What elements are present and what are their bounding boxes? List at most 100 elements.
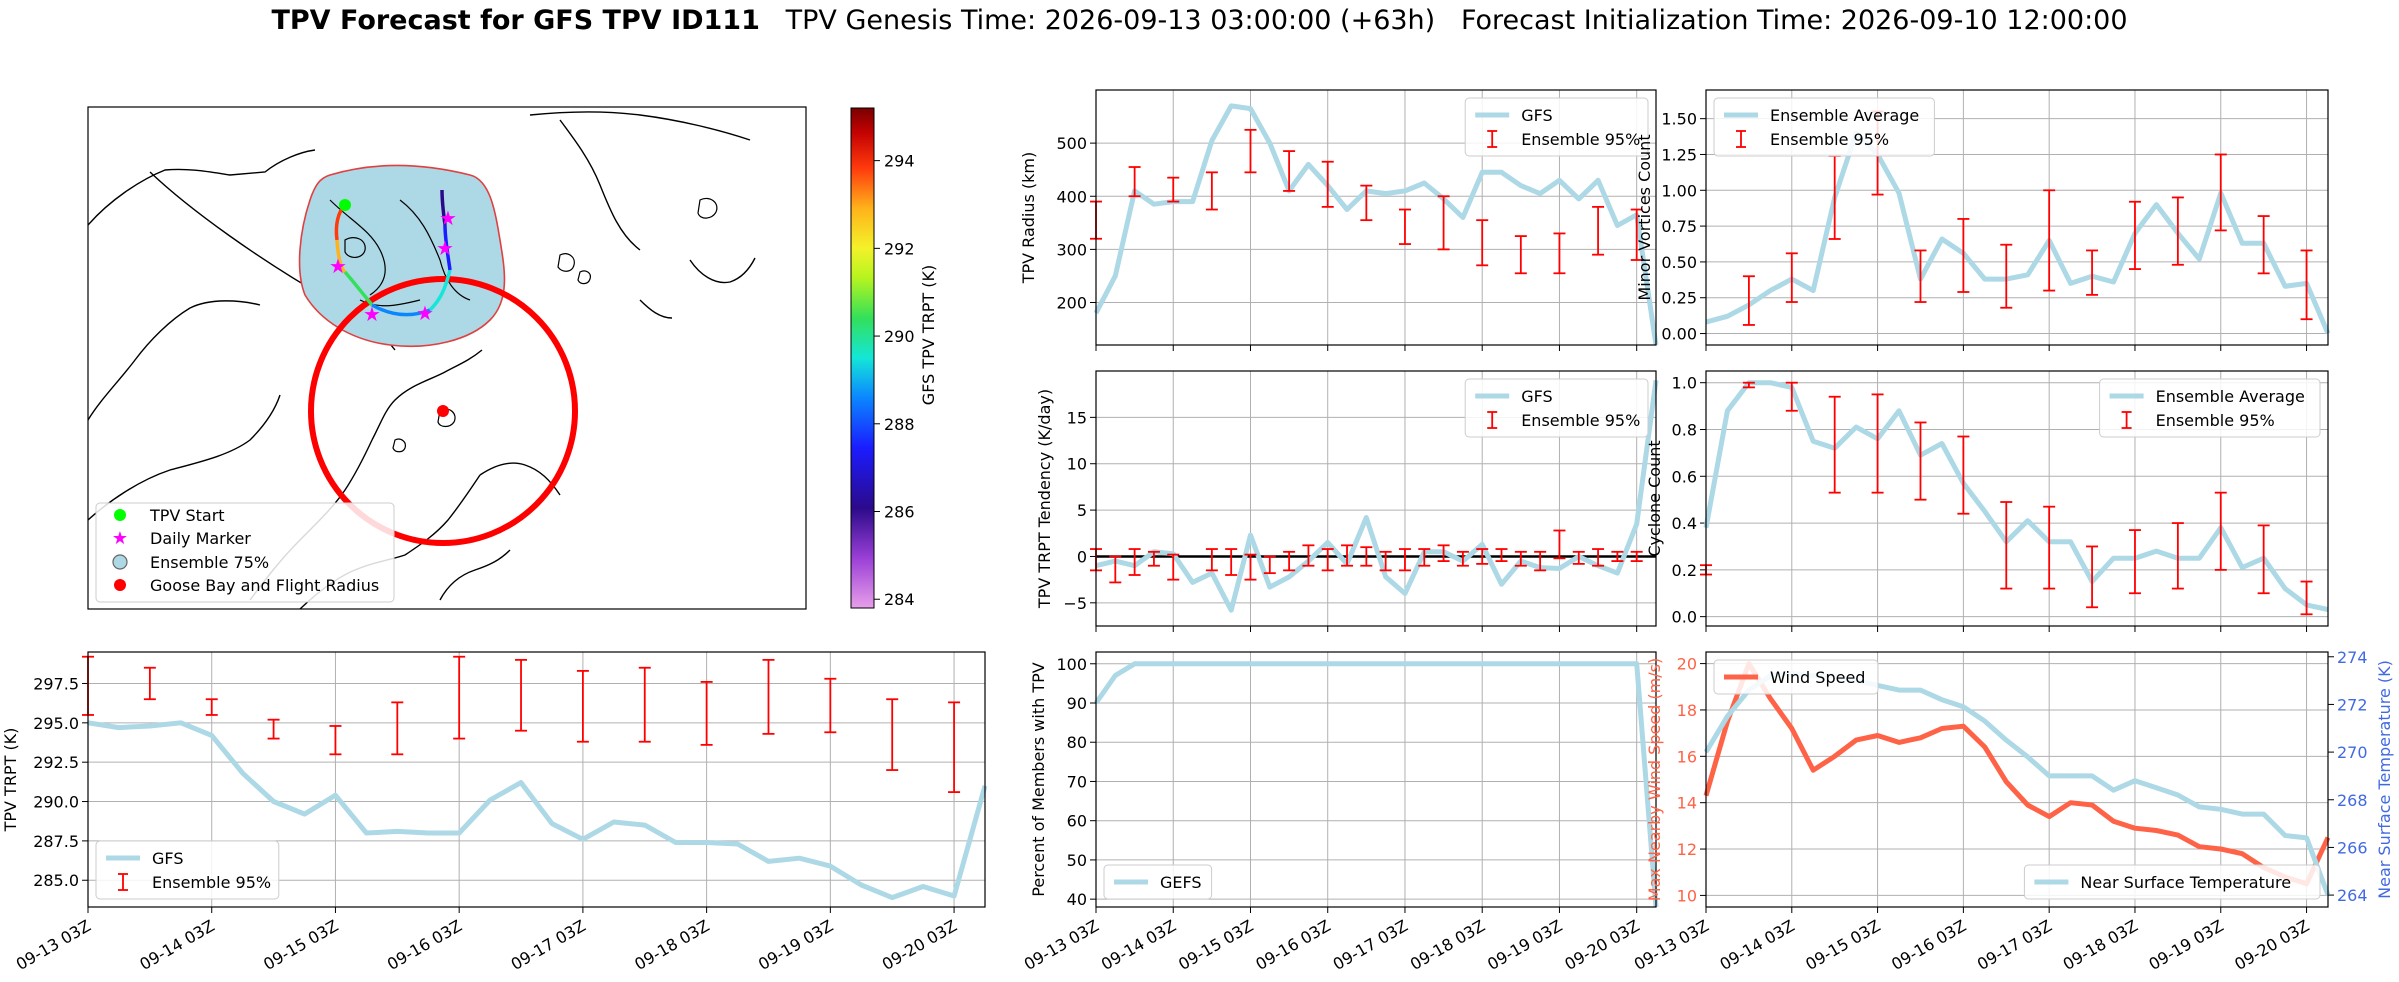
x-tick-label: 09-17 03Z: [1330, 916, 1411, 974]
error-bar: [1244, 128, 1257, 174]
y-axis-label: TPV TRPT Tendency (K/day): [1035, 389, 1054, 609]
axes-frame: [1705, 651, 2329, 908]
goose-bay-marker: [437, 405, 449, 417]
y2-tick-label: 270: [2337, 743, 2368, 762]
figure-title-bold: TPV Forecast for GFS TPV ID111: [271, 5, 760, 36]
x-tick-label: 09-16 03Z: [384, 916, 465, 974]
error-bar: [2171, 196, 2184, 266]
series-line-ensemble-average: [1705, 130, 2331, 335]
error-bar: [1225, 548, 1238, 576]
legend-label: Ensemble 95%: [1770, 130, 1889, 149]
y2-axis-label: Near Surface Temperature (K): [2375, 660, 2394, 899]
error-bar: [1283, 550, 1296, 572]
legend-box: [1464, 378, 1649, 438]
error-bar: [1360, 184, 1373, 222]
error-bar: [1128, 548, 1141, 576]
legend-box: [1713, 97, 1935, 157]
map-legend: TPV Start ★ Daily Marker Ensemble 75% Go…: [95, 502, 395, 603]
error-bar: [1828, 395, 1841, 494]
legend-box: [1464, 97, 1649, 157]
y-tick-label: 0.0: [1672, 608, 1697, 627]
y-tick-label: 0.2: [1672, 561, 1697, 580]
y-tick-label: 10: [1067, 455, 1087, 474]
y-tick-label: 287.5: [33, 832, 79, 851]
y-tick-label: 60: [1067, 812, 1087, 831]
error-bar: [824, 677, 837, 734]
y-tick-label: 297.5: [33, 674, 79, 693]
map-legend-item-1: Daily Marker: [150, 529, 251, 548]
x-tick-label: 09-19 03Z: [755, 916, 836, 974]
error-bar: [391, 701, 404, 756]
axes-frame: [1095, 651, 1657, 908]
y-tick-label: 10: [1677, 886, 1697, 905]
y-tick-label: 0.4: [1672, 514, 1697, 533]
colorbar-tick-label: 294: [884, 152, 915, 171]
legend-box: [2099, 378, 2321, 438]
y-tick-label: 100: [1056, 655, 1087, 674]
legend-label: GFS: [1521, 106, 1552, 125]
axes-frame: [1095, 89, 1657, 346]
error-bar: [1302, 544, 1315, 567]
legend-errorbar-icon: [2121, 411, 2132, 429]
chart-wind_temp: 09-13 03Z 09-14 03Z 09-15 03Z 09-16 03Z 09-1…: [1631, 648, 2394, 974]
x-tick-label: 09-13 03Z: [13, 916, 94, 974]
daily-markers: ★ ★ ★ ★ ★: [329, 206, 457, 326]
y-tick-label: 400: [1056, 187, 1087, 206]
error-bar: [1128, 166, 1141, 198]
y-axis-label: TPV Radius (km): [1019, 152, 1038, 285]
legend-label: GFS: [152, 849, 183, 868]
error-bar: [1456, 550, 1469, 567]
error-bar: [1785, 381, 1798, 412]
y-tick-label: 20: [1677, 655, 1697, 674]
error-bar: [1914, 421, 1927, 501]
error-bar: [1572, 550, 1585, 565]
error-bar: [762, 658, 775, 735]
error-bar: [1341, 544, 1354, 567]
error-bar: [948, 701, 961, 793]
error-bar: [1437, 544, 1450, 562]
x-tick-label: 09-16 03Z: [1252, 916, 1333, 974]
legend-label: Ensemble 95%: [1521, 411, 1640, 430]
error-bar: [1167, 553, 1180, 581]
chart-legend: GEFS: [1103, 864, 1213, 900]
error-bar: [143, 666, 156, 701]
error-bar: [1592, 548, 1605, 567]
x-tick-label: 09-14 03Z: [1098, 916, 1179, 974]
error-bar: [1611, 550, 1624, 562]
y-axis-label: Cyclone Count: [1645, 440, 1664, 556]
error-bar: [2300, 580, 2313, 616]
error-bar: [1398, 208, 1411, 245]
svg-text:★: ★: [363, 302, 381, 326]
error-bar: [2214, 491, 2227, 571]
error-bar: [1418, 548, 1431, 567]
chart-legend: Ensemble Average Ensemble 95%: [1713, 97, 1935, 157]
y-tick-label: 80: [1067, 733, 1087, 752]
error-bar: [1495, 548, 1508, 562]
error-bar: [1630, 550, 1643, 562]
chart-tendency: −5 0 5 10 15 TPV TRPT Tendency (K/day) GFS Ense…: [1035, 370, 1659, 632]
error-bar: [1476, 548, 1489, 565]
error-bar: [1592, 205, 1605, 256]
series-line-gfs: [1095, 379, 1659, 613]
legend-label: Ensemble Average: [2156, 387, 2305, 406]
colorbar-gradient: [850, 107, 875, 609]
legend-label: Ensemble 95%: [2156, 411, 2275, 430]
error-bar: [1244, 553, 1257, 581]
y-tick-label: 16: [1677, 747, 1697, 766]
y-tick-label: 40: [1067, 890, 1087, 909]
x-tick-label: 09-14 03Z: [136, 916, 217, 974]
chart-minor: 0.00 0.25 0.50 0.75 1.00 1.25 1.50 Minor Vortic…: [1635, 89, 2331, 351]
y-tick-label: 295.0: [33, 714, 79, 733]
chart-legend: Near Surface Temperature: [2023, 864, 2321, 900]
error-bar: [1167, 176, 1180, 203]
chart-legend: GFS Ensemble 95%: [1464, 378, 1649, 438]
legend-goose-icon: [114, 579, 126, 591]
y-tick-label: 0.25: [1661, 289, 1697, 308]
error-bar: [1914, 249, 1927, 303]
error-bar: [1205, 171, 1218, 211]
series-line-gfs: [1093, 103, 1659, 346]
y-tick-label: 70: [1067, 772, 1087, 791]
error-bar: [2086, 545, 2099, 609]
x-tick-label: 09-17 03Z: [508, 916, 589, 974]
error-bar: [1630, 208, 1643, 261]
